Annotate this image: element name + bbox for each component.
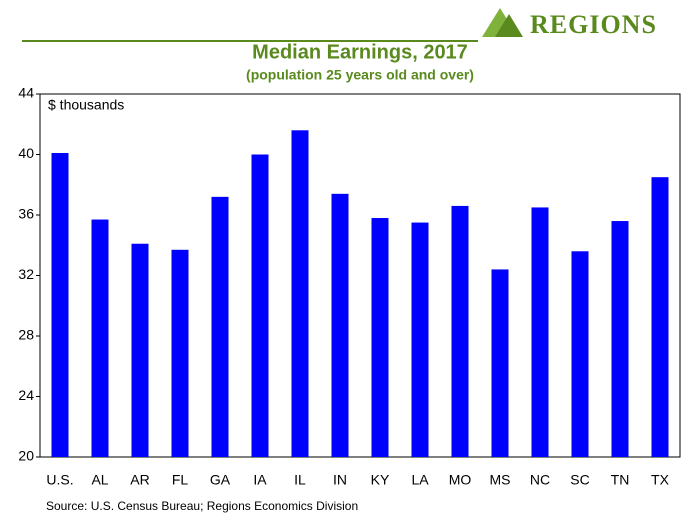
x-tick-label: U.S. (46, 472, 73, 488)
chart-subtitle: (population 25 years old and over) (246, 67, 474, 83)
bar (651, 177, 669, 457)
x-tick-label: MS (490, 472, 511, 488)
y-axis-label: $ thousands (48, 97, 124, 113)
bar (451, 205, 469, 457)
bar (531, 207, 549, 457)
bar (131, 243, 149, 457)
y-tick-label: 28 (18, 327, 34, 343)
x-tick-label: IL (294, 472, 306, 488)
y-tick-label: 24 (18, 387, 34, 403)
bar (211, 196, 229, 457)
y-tick-label: 40 (18, 145, 34, 161)
bar (331, 193, 349, 457)
y-tick-label: 44 (18, 85, 34, 101)
x-tick-label: LA (411, 472, 429, 488)
bar (611, 221, 629, 457)
x-tick-label: NC (530, 472, 550, 488)
bar (291, 130, 309, 458)
bar (171, 249, 189, 457)
x-tick-label: IN (333, 472, 347, 488)
logo-icon (495, 14, 523, 37)
x-tick-label: TN (611, 472, 630, 488)
x-tick-label: IA (253, 472, 267, 488)
bar (371, 218, 389, 457)
brand: REGIONS (530, 10, 657, 39)
x-tick-label: MO (449, 472, 472, 488)
x-tick-label: FL (172, 472, 189, 488)
x-tick-label: SC (570, 472, 589, 488)
bar (411, 222, 429, 457)
bar (51, 152, 69, 458)
x-tick-label: AL (91, 472, 108, 488)
y-tick-label: 32 (18, 266, 34, 282)
y-tick-label: 20 (18, 448, 34, 464)
y-tick-label: 36 (18, 206, 34, 222)
bar (91, 219, 109, 457)
x-tick-label: AR (130, 472, 149, 488)
chart-title: Median Earnings, 2017 (252, 41, 468, 63)
bar (491, 269, 509, 457)
bar (251, 154, 269, 457)
x-tick-label: TX (651, 472, 670, 488)
bar (571, 251, 589, 457)
x-tick-label: GA (210, 472, 231, 488)
source: Source: U.S. Census Bureau; Regions Econ… (46, 499, 358, 513)
x-tick-label: KY (371, 472, 390, 488)
